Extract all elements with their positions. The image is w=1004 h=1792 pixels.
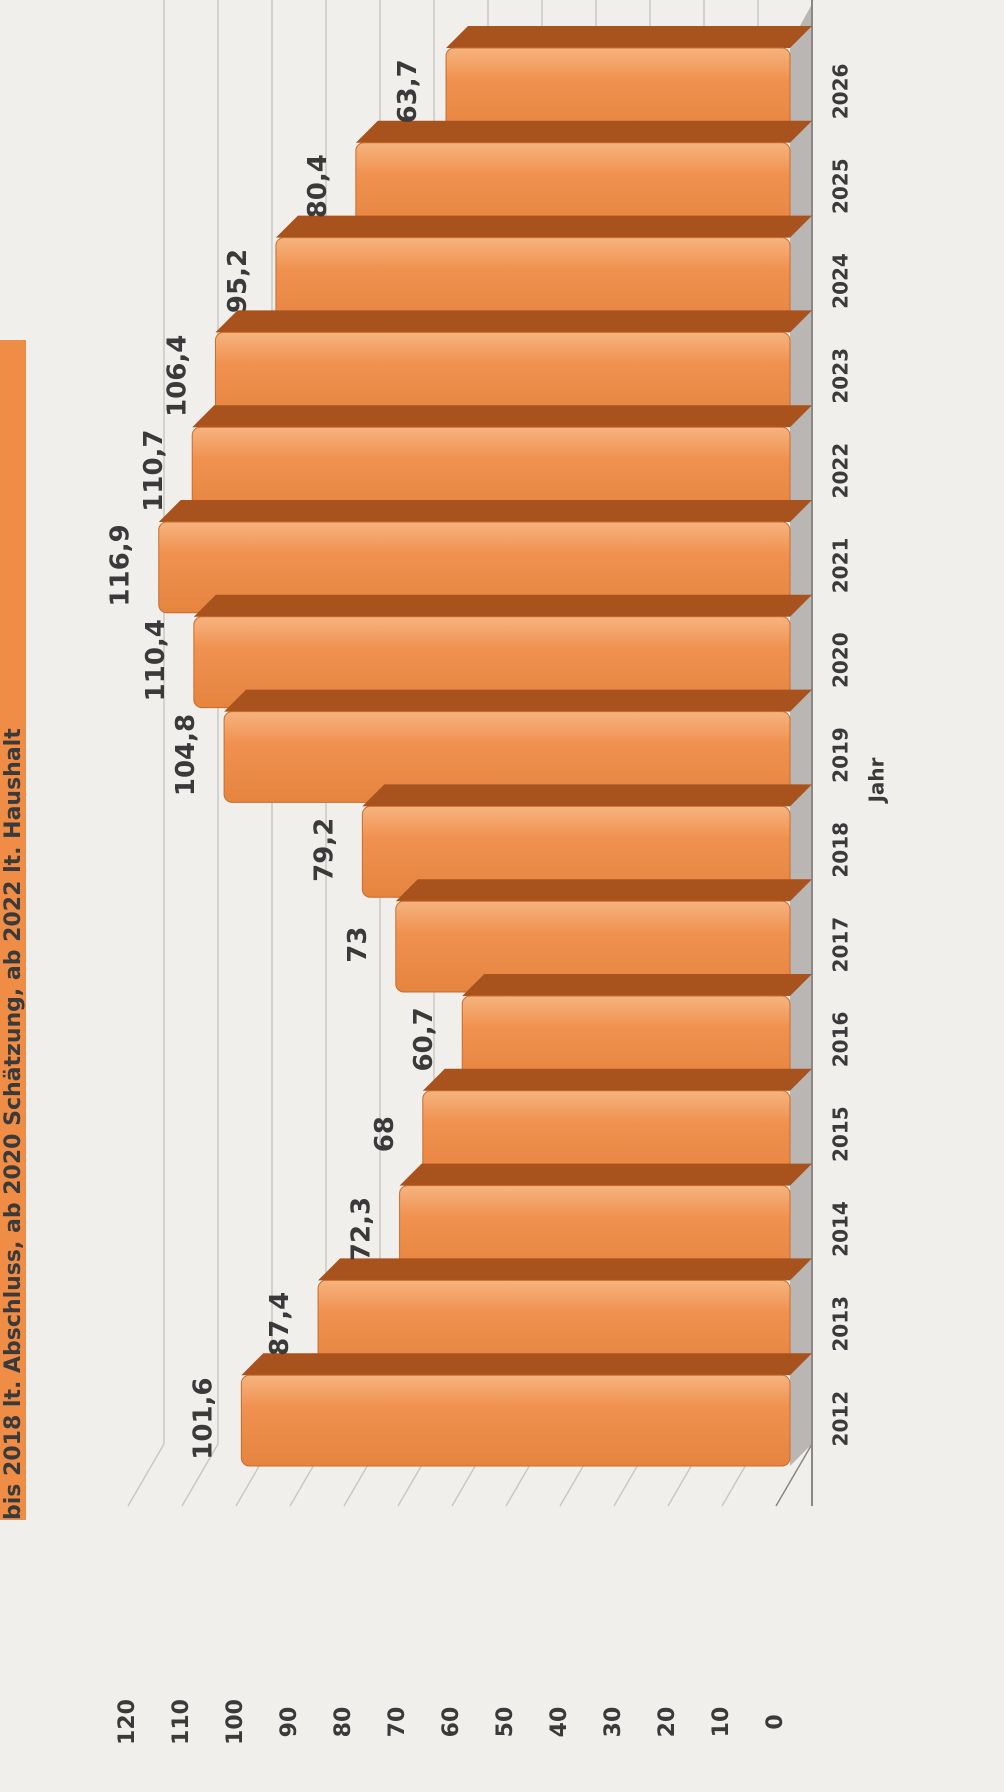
bar-top-face [158,500,813,522]
y-tick-label: 0 [763,1714,788,1729]
y-tick-label: 90 [277,1707,302,1738]
bar-top-face [241,1353,813,1376]
y-tick-label: 50 [493,1707,518,1738]
bar-top-face [275,215,812,238]
category-label: 2024 [829,253,853,309]
bar-top-face [355,120,812,143]
category-label: 2020 [829,632,853,688]
bar-top-face [422,1068,812,1091]
bar-top-face [399,1163,812,1186]
data-label: 87,4 [265,1292,295,1356]
category-label: 2025 [829,158,853,214]
bar-top-face [362,784,812,807]
category-label: 2019 [829,727,853,783]
bar-top-face [446,26,812,48]
bar-top-face [318,1258,812,1281]
category-label: 2022 [829,443,853,499]
data-label: 101,6 [188,1377,218,1459]
data-label: 72,3 [347,1197,377,1261]
data-label: 106,4 [162,335,192,417]
data-label: 60,7 [409,1007,439,1071]
x-axis-title: Jahr [865,757,889,804]
y-tick-label: 110 [169,1699,194,1745]
gridline-diagonal [181,1443,219,1507]
category-label: 2012 [829,1391,853,1447]
data-label: 73 [343,927,373,963]
data-label: 104,8 [171,714,201,796]
bar-top-face [193,594,813,617]
data-label: 79,2 [309,818,339,882]
category-label: 2015 [829,1106,853,1162]
data-label: 68 [370,1116,400,1152]
category-label: 2013 [829,1296,853,1352]
bar-top-face [215,310,812,333]
y-tick-label: 120 [115,1699,140,1745]
category-label: 2018 [829,822,853,878]
axis-base-diagonal [775,1443,813,1507]
y-tick-label: 40 [547,1707,572,1738]
category-label: 2016 [829,1012,853,1068]
data-label: 80,4 [303,154,333,218]
y-tick-label: 10 [709,1707,734,1738]
category-label: 2023 [829,348,853,404]
y-tick-label: 80 [331,1707,356,1738]
data-label: 95,2 [223,249,253,313]
gridline-diagonal [127,1443,165,1507]
chart-floor [790,4,812,1466]
data-label: 116,9 [106,524,136,606]
y-tick-label: 60 [439,1707,464,1738]
y-tick-label: 100 [223,1699,248,1745]
category-label: 2014 [829,1201,853,1257]
y-tick-label: 20 [655,1707,680,1738]
bar-top-face [224,689,812,712]
chart-title-bar: bis 2018 lt. Abschluss, ab 2020 Schätzun… [0,340,26,1520]
category-label: 2021 [829,538,853,594]
category-label: 2017 [829,917,853,973]
y-tick-label: 70 [385,1707,410,1738]
bar-top-face [462,974,812,996]
bar-top-face [192,405,813,428]
category-label: 2026 [829,64,853,120]
bar-2012 [240,1374,791,1467]
data-label: 63,7 [393,59,423,123]
bar-top-face [395,879,812,902]
y-tick-label: 30 [601,1707,626,1738]
data-label: 110,4 [141,619,171,701]
data-label: 110,7 [139,429,169,511]
